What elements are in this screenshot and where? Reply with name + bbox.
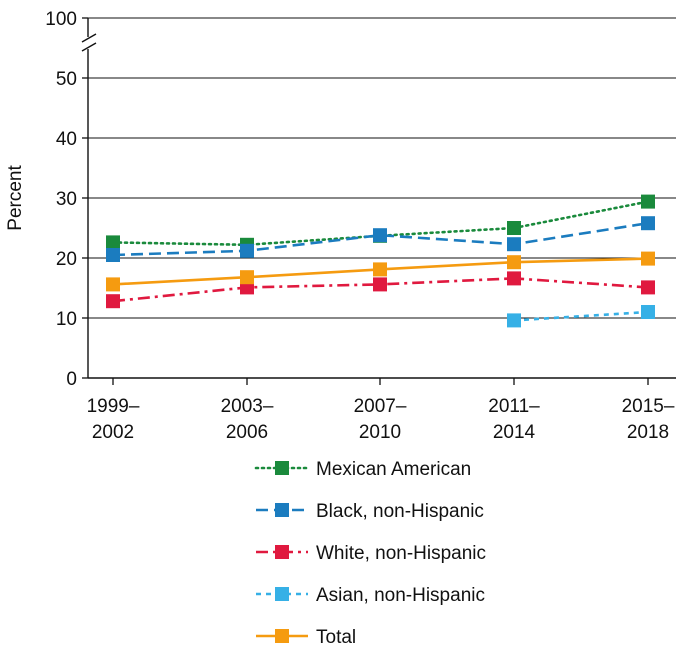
y-tick-label-30: 30 — [56, 189, 77, 210]
data-point-white-non-hispanic-2007-2010 — [373, 277, 387, 292]
legend-label-white-non-hispanic: White, non-Hispanic — [316, 543, 486, 564]
axis-break-mark-upper — [81, 33, 97, 43]
y-tick-label-50: 50 — [56, 69, 77, 90]
data-point-white-non-hispanic-1999-2002 — [106, 294, 120, 309]
legend-marker-white-non-hispanic — [275, 545, 289, 559]
x-tick-label-2007-2010-line1: 2007– — [354, 396, 407, 417]
x-tick-labels: 1999– 2002 2003– 2006 2007– 2010 2011– 2014 2015… — [87, 378, 675, 443]
data-point-white-non-hispanic-2015-2018 — [641, 280, 655, 295]
axis-break-mark-lower — [81, 42, 97, 52]
x-tick-label-2011-2014-line2: 2014 — [493, 422, 536, 443]
series-mexican-american — [106, 194, 655, 252]
series-line-mexican-american — [111, 200, 650, 247]
data-point-asian-non-hispanic-2011-2014 — [507, 313, 521, 328]
legend-label-asian-non-hispanic: Asian, non-Hispanic — [316, 585, 485, 606]
legend-marker-mexican-american — [275, 461, 289, 475]
legend-marker-total — [275, 629, 289, 643]
y-tick-label-100: 100 — [45, 9, 77, 30]
data-point-white-non-hispanic-2011-2014 — [507, 271, 521, 286]
x-tick-label-2011-2014-line1: 2011– — [488, 396, 540, 417]
y-tick-labels: 0 10 20 30 40 50 100 — [45, 9, 88, 390]
series-total — [106, 251, 655, 292]
data-point-total-2007-2010 — [373, 262, 387, 277]
y-tick-label-10: 10 — [56, 309, 77, 330]
series-asian-non-hispanic — [507, 305, 655, 328]
data-point-asian-non-hispanic-2015-2018 — [641, 305, 655, 319]
data-point-total-1999-2002 — [106, 277, 120, 292]
legend-item-asian-non-hispanic: Asian, non-Hispanic — [256, 585, 485, 606]
data-series — [106, 194, 655, 328]
x-tick-label-2003-2006-line2: 2006 — [226, 422, 268, 443]
data-point-mexican-american-2011-2014 — [507, 221, 521, 235]
x-tick-label-2015-2018-line1: 2015– — [622, 396, 675, 417]
legend-label-mexican-american: Mexican American — [316, 459, 471, 480]
data-point-black-non-hispanic-2003-2006 — [240, 243, 254, 258]
legend-item-white-non-hispanic: White, non-Hispanic — [256, 543, 486, 564]
series-white-non-hispanic — [106, 271, 655, 309]
legend-item-black-non-hispanic: Black, non-Hispanic — [256, 501, 484, 522]
legend-marker-asian-non-hispanic — [275, 587, 289, 601]
data-point-mexican-american-1999-2002 — [106, 235, 120, 250]
data-point-black-non-hispanic-1999-2002 — [106, 248, 120, 262]
series-line-asian-non-hispanic — [513, 310, 649, 322]
x-tick-label-1999-2002-line1: 1999– — [87, 396, 140, 417]
x-tick-label-2015-2018-line2: 2018 — [627, 422, 669, 443]
data-point-black-non-hispanic-2011-2014 — [507, 237, 521, 252]
series-black-non-hispanic — [106, 216, 655, 262]
legend: Mexican American Black, non-Hispanic White… — [254, 459, 486, 645]
data-point-black-non-hispanic-2007-2010 — [373, 228, 387, 243]
x-tick-label-2007-2010-line2: 2010 — [359, 422, 401, 443]
legend-label-total: Total — [316, 627, 356, 645]
gridlines — [88, 17, 676, 319]
legend-item-mexican-american: Mexican American — [254, 459, 471, 480]
y-tick-label-20: 20 — [56, 249, 77, 270]
data-point-black-non-hispanic-2015-2018 — [641, 216, 655, 231]
legend-marker-black-non-hispanic — [275, 503, 289, 517]
data-point-mexican-american-2015-2018 — [641, 194, 655, 209]
data-point-total-2011-2014 — [507, 255, 521, 270]
data-point-total-2015-2018 — [641, 251, 655, 266]
x-tick-label-1999-2002-line2: 2002 — [92, 422, 134, 443]
legend-label-black-non-hispanic: Black, non-Hispanic — [316, 501, 484, 522]
y-tick-label-0: 0 — [66, 369, 77, 390]
data-point-total-2003-2006 — [240, 270, 254, 285]
x-tick-label-2003-2006-line1: 2003– — [221, 396, 274, 417]
legend-item-total: Total — [256, 627, 356, 645]
y-tick-label-40: 40 — [56, 129, 77, 150]
y-axis-title: Percent — [5, 165, 26, 231]
